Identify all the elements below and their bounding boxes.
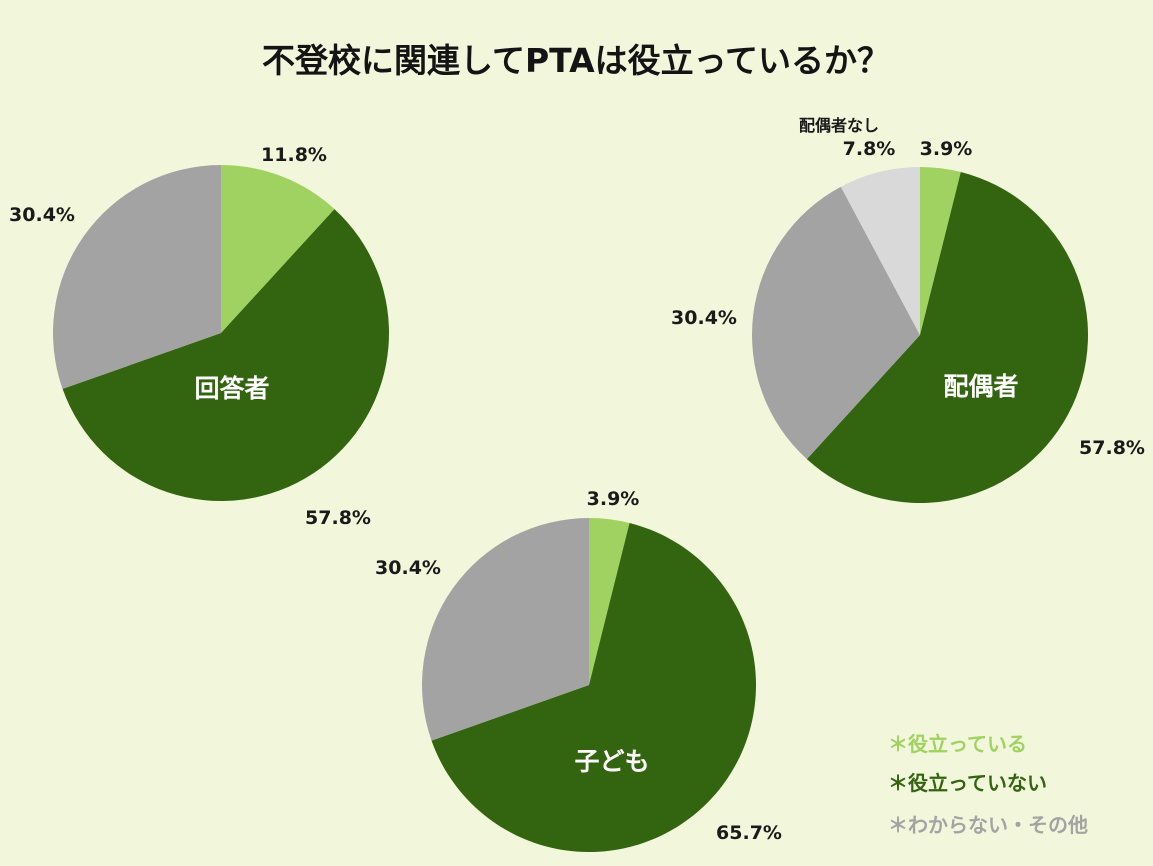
data-label: 7.8%	[843, 138, 896, 160]
pie-slice	[589, 518, 630, 685]
pie-slice	[751, 186, 920, 460]
data-label: 65.7%	[716, 822, 782, 844]
pie-slice	[920, 167, 961, 335]
data-label: 30.4%	[375, 557, 441, 579]
pie-chart: 11.8% 57.8% 30.4% 回答者	[9, 144, 390, 529]
data-label: 57.8%	[1079, 437, 1145, 459]
pie-slice	[840, 167, 920, 335]
data-label: 57.8%	[305, 507, 371, 529]
pie-slice	[221, 165, 335, 333]
pie-center-label: 回答者	[194, 374, 269, 403]
pie-group: 11.8% 57.8% 30.4% 回答者 3.9% 57.8% 30.4% 7.8% 配偶者な…	[9, 116, 1145, 853]
pie-slice	[53, 165, 222, 389]
slice-caption: 配偶者なし	[799, 116, 879, 135]
pie-slice	[431, 522, 757, 853]
data-label: 3.9%	[920, 138, 973, 160]
data-label: 11.8%	[261, 144, 327, 166]
pie-slice	[806, 172, 1089, 504]
data-label: 30.4%	[9, 204, 75, 226]
legend: ＊役立っている ＊役立っていない ＊わからない・その他	[888, 732, 1088, 837]
pie-chart: 3.9% 65.7% 30.4% 子ども	[375, 488, 782, 853]
pie-center-label: 子ども	[574, 747, 649, 776]
chart-title: 不登校に関連してPTAは役立っているか？	[262, 41, 890, 80]
data-label: 3.9%	[587, 488, 640, 510]
pie-center-label: 配偶者	[943, 372, 1018, 401]
data-label: 30.4%	[671, 307, 737, 329]
pie-slice	[62, 209, 390, 502]
legend-item-not-useful: ＊役立っていない	[888, 771, 1047, 795]
legend-item-unknown-other: ＊わからない・その他	[888, 813, 1088, 837]
legend-item-useful: ＊役立っている	[888, 732, 1027, 756]
pie-slice	[421, 518, 589, 741]
